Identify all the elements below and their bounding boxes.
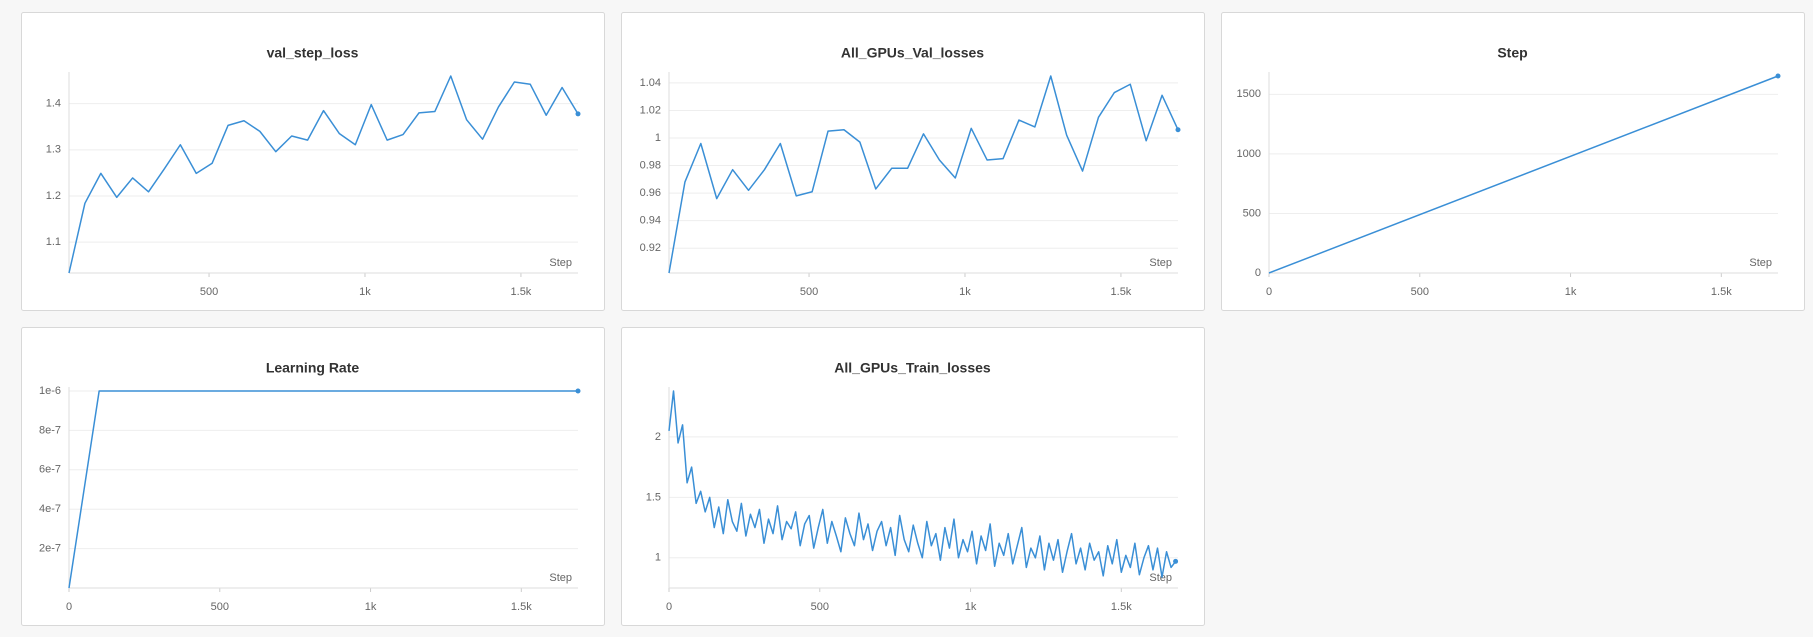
- x-tick-label: 1k: [365, 601, 377, 613]
- y-tick-label: 0.94: [640, 215, 661, 227]
- x-axis-label: Step: [549, 257, 572, 269]
- y-tick-label: 1.1: [46, 236, 61, 248]
- chart-title: Step: [1497, 45, 1527, 61]
- y-tick-label: 1e-6: [39, 385, 61, 397]
- x-tick-label: 1k: [965, 601, 977, 613]
- x-tick-label: 500: [1411, 286, 1429, 298]
- x-tick-label: 500: [200, 286, 218, 298]
- x-tick-label: 1.5k: [1711, 286, 1732, 298]
- x-tick-label: 0: [666, 601, 672, 613]
- chart-title: All_GPUs_Val_losses: [841, 45, 984, 61]
- x-tick-label: 0: [1266, 286, 1272, 298]
- chart-title: Learning Rate: [266, 360, 360, 376]
- y-tick-label: 0.92: [640, 242, 661, 254]
- end-point: [575, 388, 581, 394]
- line-series: [68, 390, 578, 589]
- y-tick-label: 2: [655, 431, 661, 443]
- y-tick-label: 2e-7: [39, 543, 61, 555]
- panel: [21, 327, 605, 626]
- x-tick-label: 1.5k: [1111, 601, 1132, 613]
- line-series: [668, 390, 1177, 578]
- y-tick-label: 1.4: [46, 98, 61, 110]
- y-tick-label: 6e-7: [39, 464, 61, 476]
- x-axis-label: Step: [1749, 257, 1772, 269]
- x-tick-label: 500: [211, 601, 229, 613]
- panel: [621, 327, 1205, 626]
- y-tick-label: 1.3: [46, 144, 61, 156]
- y-tick-label: 1000: [1237, 148, 1261, 160]
- x-tick-label: 1k: [1565, 286, 1577, 298]
- end-point: [1775, 73, 1781, 79]
- panel: [621, 12, 1205, 311]
- x-tick-label: 1.5k: [511, 286, 532, 298]
- line-series: [68, 75, 579, 274]
- x-axis-label: Step: [1149, 572, 1172, 584]
- y-tick-label: 1.02: [640, 104, 661, 116]
- y-tick-label: 500: [1243, 207, 1261, 219]
- x-axis-label: Step: [549, 572, 572, 584]
- x-tick-label: 1.5k: [1111, 286, 1132, 298]
- x-tick-label: 1k: [959, 286, 971, 298]
- y-tick-label: 0.96: [640, 187, 661, 199]
- y-tick-label: 0: [1255, 267, 1261, 279]
- line-series: [1268, 75, 1779, 274]
- x-tick-label: 1k: [359, 286, 371, 298]
- x-tick-label: 1.5k: [511, 601, 532, 613]
- y-tick-label: 4e-7: [39, 503, 61, 515]
- panel: [1221, 12, 1805, 311]
- chart-title: All_GPUs_Train_losses: [834, 360, 991, 376]
- y-tick-label: 1.2: [46, 190, 61, 202]
- end-point: [1175, 127, 1181, 133]
- end-point: [1173, 558, 1179, 564]
- x-tick-label: 0: [66, 601, 72, 613]
- line-series: [668, 75, 1179, 274]
- x-axis-label: Step: [1149, 257, 1172, 269]
- y-tick-label: 8e-7: [39, 424, 61, 436]
- y-tick-label: 1: [655, 552, 661, 564]
- y-tick-label: 0.98: [640, 159, 661, 171]
- y-tick-label: 1500: [1237, 88, 1261, 100]
- x-tick-label: 500: [800, 286, 818, 298]
- y-tick-label: 1.5: [646, 491, 661, 503]
- panel: [21, 12, 605, 311]
- y-tick-label: 1.04: [640, 77, 661, 89]
- chart-title: val_step_loss: [267, 45, 359, 61]
- y-tick-label: 1: [655, 132, 661, 144]
- x-tick-label: 500: [811, 601, 829, 613]
- end-point: [575, 111, 581, 117]
